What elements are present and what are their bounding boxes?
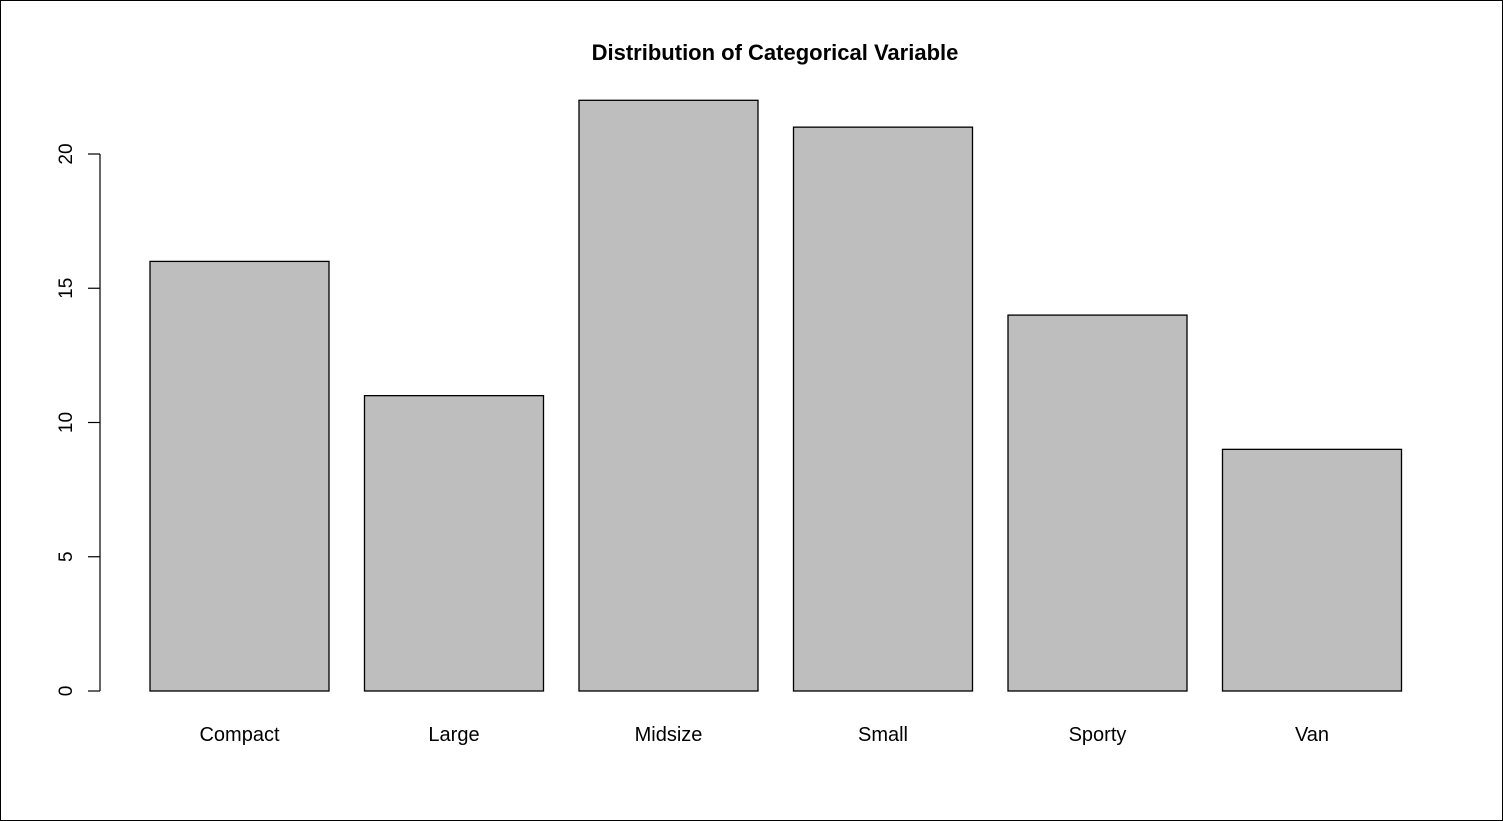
chart-title: Distribution of Categorical Variable — [592, 40, 959, 65]
x-tick-label: Midsize — [635, 724, 703, 746]
bar-large — [363, 394, 545, 692]
x-tick-label: Van — [1295, 724, 1329, 746]
y-axis-ticks: 0 5 10 15 20 — [56, 143, 100, 696]
bar-sporty — [1007, 314, 1188, 692]
y-tick-label: 20 — [56, 143, 77, 164]
x-axis-labels: Compact Large Midsize Small Sporty Van — [199, 724, 1329, 746]
y-tick-label: 0 — [56, 686, 77, 697]
y-tick-label: 10 — [56, 412, 77, 433]
x-tick-label: Sporty — [1069, 724, 1127, 746]
bar-compact — [149, 260, 330, 692]
y-tick-label: 15 — [56, 278, 77, 299]
bar-midsize — [578, 99, 759, 692]
bars — [149, 99, 1403, 692]
x-tick-label: Compact — [199, 724, 279, 746]
y-tick-label: 5 — [56, 551, 77, 562]
bar-van — [1221, 448, 1403, 692]
x-tick-label: Large — [428, 724, 479, 746]
x-tick-label: Small — [858, 724, 908, 746]
bar-small — [792, 126, 974, 692]
